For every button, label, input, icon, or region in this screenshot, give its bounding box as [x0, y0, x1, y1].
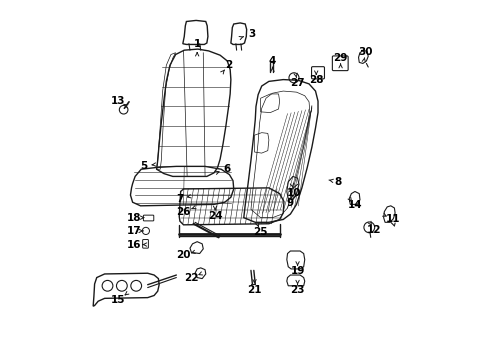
Text: 21: 21 — [247, 285, 261, 296]
Text: 11: 11 — [386, 215, 400, 224]
Text: 20: 20 — [176, 250, 190, 260]
Text: 3: 3 — [247, 29, 255, 39]
Text: 29: 29 — [333, 53, 347, 63]
Text: 12: 12 — [366, 225, 381, 235]
Text: 10: 10 — [286, 188, 301, 198]
Text: 22: 22 — [184, 273, 198, 283]
Text: 13: 13 — [111, 96, 125, 106]
Text: 30: 30 — [358, 46, 372, 57]
Text: 8: 8 — [333, 177, 341, 187]
Text: 2: 2 — [224, 60, 231, 70]
Text: 14: 14 — [347, 200, 362, 210]
Text: 9: 9 — [285, 198, 293, 208]
Text: 26: 26 — [176, 207, 190, 217]
Text: 18: 18 — [126, 213, 141, 222]
Text: 23: 23 — [290, 285, 304, 296]
Text: 16: 16 — [126, 239, 141, 249]
Text: 4: 4 — [268, 56, 276, 66]
Text: 17: 17 — [126, 226, 141, 236]
Text: 5: 5 — [140, 161, 147, 171]
Text: 28: 28 — [308, 75, 323, 85]
Text: 27: 27 — [290, 78, 304, 88]
Text: 25: 25 — [253, 227, 267, 237]
Text: 1: 1 — [193, 39, 201, 49]
Text: 7: 7 — [176, 194, 183, 204]
Text: 24: 24 — [207, 211, 222, 221]
Text: 19: 19 — [290, 266, 304, 276]
Text: 15: 15 — [111, 295, 125, 305]
Text: 6: 6 — [223, 164, 230, 174]
